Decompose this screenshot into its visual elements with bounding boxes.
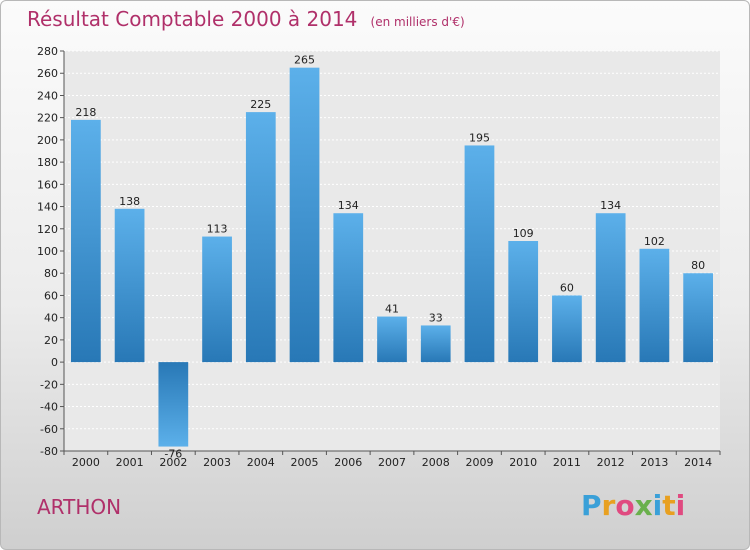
- grid-lines: [64, 50, 720, 452]
- y-tick-label: 0: [51, 356, 58, 369]
- y-tick-label: 260: [37, 67, 58, 80]
- bar-2008: [420, 325, 451, 363]
- x-tick-label: 2008: [422, 456, 450, 469]
- data-label-2004: 225: [250, 98, 271, 111]
- logo-letter: x: [634, 489, 653, 522]
- y-tick-label: 200: [37, 134, 58, 147]
- x-tick-label: 2002: [159, 456, 187, 469]
- logo-letter: t: [662, 489, 676, 522]
- data-label-2001: 138: [119, 195, 140, 208]
- data-label-2014: 80: [691, 259, 705, 272]
- y-tick-label: 40: [44, 312, 58, 325]
- data-label-2011: 60: [560, 281, 574, 294]
- data-label-2009: 195: [469, 131, 490, 144]
- y-tick-label: -80: [40, 445, 58, 458]
- logo-letter: P: [581, 489, 602, 522]
- logo-letter: r: [601, 489, 616, 522]
- y-axis: 280260240220200180160140120100806040200-…: [37, 45, 65, 458]
- x-tick-label: 2012: [597, 456, 625, 469]
- bar-2006: [333, 213, 364, 363]
- y-tick-label: 240: [37, 89, 58, 102]
- x-axis: 2000 2001 2002 2003 2004 2005 2006 2007 2008 2009…: [63, 450, 721, 469]
- x-tick-label: 2006: [334, 456, 362, 469]
- x-tick-label: 2009: [465, 456, 493, 469]
- y-tick-label: 60: [44, 289, 58, 302]
- x-tick-label: 2011: [553, 456, 581, 469]
- data-label-2003: 113: [207, 223, 228, 236]
- data-label-2013: 102: [644, 235, 665, 248]
- x-tick-label: 2007: [378, 456, 406, 469]
- data-labels: 218 138 -76 113 225 265 134 41 33 195 109 60 134 102 8…: [75, 54, 705, 461]
- y-tick-label: 100: [37, 245, 58, 258]
- bar-2004: [245, 112, 276, 363]
- x-tick-label: 2003: [203, 456, 231, 469]
- bar-2012: [595, 213, 626, 363]
- chart-title-unit: (en milliers d'€): [370, 15, 465, 29]
- x-tick-label: 2013: [640, 456, 668, 469]
- bar-2005: [289, 67, 320, 363]
- y-tick-label: 20: [44, 334, 58, 347]
- y-tick-label: 280: [37, 45, 58, 58]
- data-label-2012: 134: [600, 199, 621, 212]
- x-tick-label: 2000: [72, 456, 100, 469]
- data-label-2006: 134: [338, 199, 359, 212]
- chart-title: Résultat Comptable 2000 à 2014 (en milli…: [27, 7, 465, 31]
- y-tick-label: 120: [37, 223, 58, 236]
- bar-2001: [114, 208, 145, 363]
- proxiti-logo[interactable]: Proxiti: [581, 489, 685, 522]
- y-tick-label: 140: [37, 201, 58, 214]
- logo-letter: i: [652, 489, 663, 522]
- data-label-2005: 265: [294, 54, 315, 67]
- bars: [70, 67, 714, 447]
- x-tick-label: 2001: [116, 456, 144, 469]
- x-tick-label: 2004: [247, 456, 275, 469]
- bar-2002: [158, 362, 189, 447]
- bar-2010: [508, 241, 539, 363]
- bar-2009: [464, 145, 495, 363]
- y-tick-label: 180: [37, 156, 58, 169]
- data-label-2010: 109: [513, 227, 534, 240]
- logo-letter: i: [675, 489, 686, 522]
- chart-title-main: Résultat Comptable 2000 à 2014: [27, 7, 358, 31]
- x-tick-label: 2005: [291, 456, 319, 469]
- y-tick-label: 220: [37, 112, 58, 125]
- logo-letter: o: [615, 489, 635, 522]
- data-label-2000: 218: [75, 106, 96, 119]
- data-label-2008: 33: [429, 311, 443, 324]
- data-label-2007: 41: [385, 303, 399, 316]
- bar-2003: [202, 236, 232, 363]
- y-tick-label: 160: [37, 178, 58, 191]
- x-tick-label: 2014: [684, 456, 712, 469]
- bar-2014: [683, 273, 714, 363]
- y-tick-label: -40: [40, 401, 58, 414]
- bar-2000: [70, 119, 101, 363]
- y-tick-label: 80: [44, 267, 58, 280]
- data-label-2002: -76: [164, 448, 182, 461]
- bar-2013: [639, 248, 670, 363]
- x-tick-label: 2010: [509, 456, 537, 469]
- town-name: ARTHON: [37, 495, 122, 519]
- bar-2007: [377, 316, 407, 363]
- y-tick-label: -20: [40, 378, 58, 391]
- y-tick-label: -60: [40, 423, 58, 436]
- bar-2011: [552, 295, 582, 363]
